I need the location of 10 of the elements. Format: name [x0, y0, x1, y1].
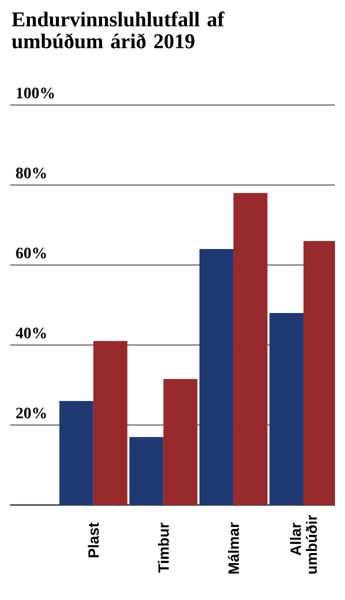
- x-tick-label: Málmar: [228, 522, 239, 574]
- x-tick-label: Plast: [88, 522, 99, 558]
- chart-title: Endurvinnsluhlutfall af umbúðum árið 2019: [12, 12, 224, 48]
- y-tick-label: 20%: [16, 408, 46, 418]
- y-tick-label: 80%: [16, 168, 46, 178]
- x-tick-label: Allar umbúðir: [290, 514, 317, 574]
- y-tick-label: 100%: [16, 88, 54, 98]
- y-tick-label: 60%: [16, 248, 46, 258]
- x-tick-label: Timbur: [158, 522, 169, 573]
- y-tick-label: 40%: [16, 328, 46, 338]
